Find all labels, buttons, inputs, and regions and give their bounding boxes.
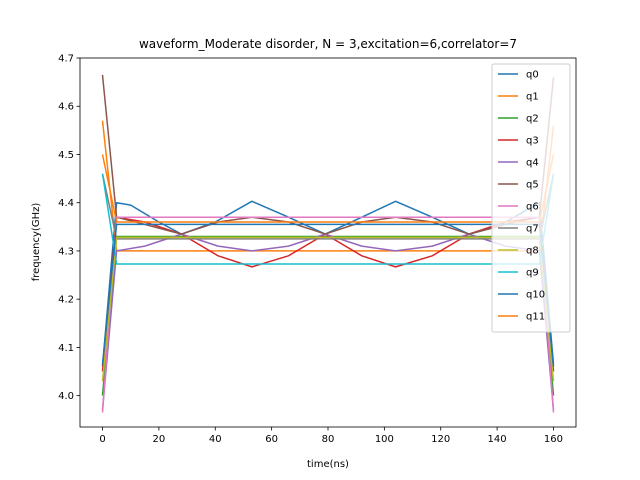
x-tick-label: 60 — [265, 434, 278, 445]
legend-label-q0: q0 — [526, 70, 539, 81]
legend-label-q3: q3 — [526, 136, 539, 147]
legend-label-q2: q2 — [526, 114, 539, 125]
x-tick-label: 160 — [544, 434, 563, 445]
x-axis-ticks: 0 20 40 60 80 100 120 140 160 — [99, 427, 563, 445]
y-tick-label: 4.6 — [58, 102, 74, 113]
chart-title: waveform_Moderate disorder, N = 3,excita… — [139, 37, 517, 51]
x-tick-label: 80 — [322, 434, 335, 445]
x-axis-label: time(ns) — [307, 459, 349, 470]
legend-label-q8: q8 — [526, 246, 539, 257]
y-tick-label: 4.7 — [58, 54, 74, 65]
legend-box — [491, 63, 571, 333]
y-tick-label: 4.1 — [58, 343, 74, 354]
legend-label-q6: q6 — [526, 202, 539, 213]
legend-label-q10: q10 — [526, 290, 545, 301]
legend-label-q1: q1 — [526, 92, 539, 103]
legend-label-q9: q9 — [526, 268, 539, 279]
x-tick-label: 20 — [153, 434, 166, 445]
legend-label-q7: q7 — [526, 224, 539, 235]
legend-label-q4: q4 — [526, 158, 539, 169]
y-tick-label: 4.2 — [58, 295, 74, 306]
y-tick-label: 4.3 — [58, 246, 74, 257]
legend: q0 q1 q2 q3 q4 q5 q6 q7 q8 q9 q10 q11 — [491, 63, 571, 333]
x-tick-label: 100 — [375, 434, 394, 445]
y-tick-label: 4.0 — [58, 391, 74, 402]
x-tick-label: 140 — [488, 434, 507, 445]
legend-label-q11: q11 — [526, 312, 545, 323]
y-axis-ticks: 4.0 4.1 4.2 4.3 4.4 4.5 4.6 4.7 — [58, 54, 80, 402]
x-tick-label: 0 — [99, 434, 105, 445]
legend-label-q5: q5 — [526, 180, 539, 191]
x-tick-label: 40 — [209, 434, 222, 445]
y-axis-label: frequency(GHz) — [31, 203, 42, 282]
y-tick-label: 4.5 — [58, 150, 74, 161]
x-tick-label: 120 — [431, 434, 450, 445]
y-tick-label: 4.4 — [58, 198, 74, 209]
